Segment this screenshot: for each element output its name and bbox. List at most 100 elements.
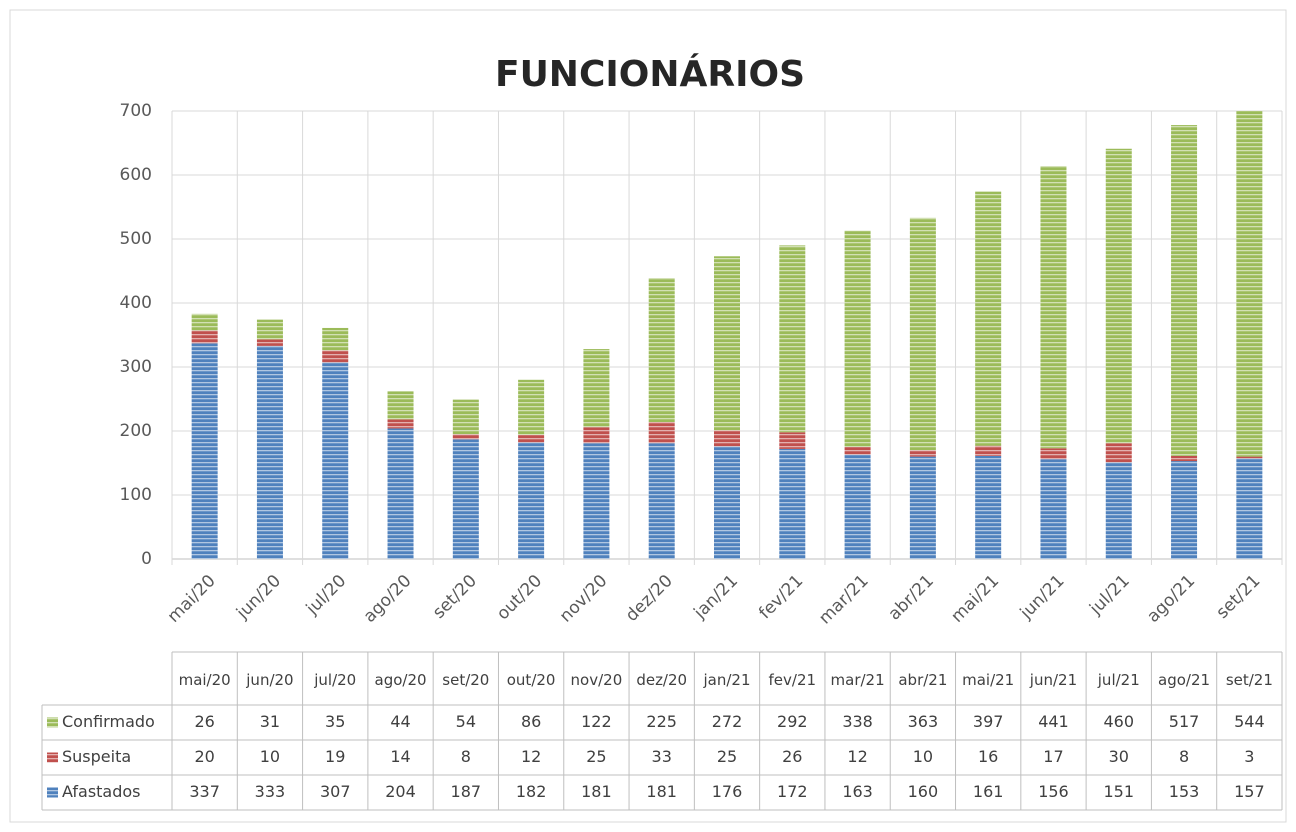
- table-value: 31: [260, 712, 280, 731]
- bar-segment: [452, 434, 479, 440]
- table-header: jul/20: [313, 671, 356, 689]
- bar-segment: [648, 278, 675, 423]
- y-tick-label: 400: [120, 293, 152, 313]
- table-value: 272: [712, 712, 743, 731]
- table-value: 176: [712, 782, 743, 801]
- bar-segment: [714, 256, 740, 431]
- bar-segment: [1040, 459, 1067, 559]
- table-value: 30: [1109, 747, 1129, 766]
- y-tick-label: 100: [120, 485, 152, 505]
- table-header: fev/21: [769, 671, 817, 689]
- bar-segment: [256, 339, 283, 346]
- bar-segment: [322, 362, 349, 559]
- bar-segment: [779, 432, 806, 449]
- plot: [191, 111, 1263, 559]
- bar-segment: [779, 448, 806, 559]
- bar-segment: [191, 343, 218, 559]
- table-header: mar/21: [831, 671, 885, 689]
- table-value: 441: [1038, 712, 1069, 731]
- table-value: 25: [717, 747, 737, 766]
- table-header: set/20: [442, 671, 489, 689]
- table-value: 19: [325, 747, 345, 766]
- table-value: 153: [1169, 782, 1200, 801]
- legend-key: [47, 787, 58, 798]
- legend-label: Suspeita: [62, 747, 131, 766]
- bar-segment: [518, 379, 545, 435]
- legend-label: Afastados: [62, 782, 141, 801]
- bar-segment: [975, 191, 1002, 446]
- bar-segment: [1171, 461, 1198, 559]
- y-tick-label: 700: [120, 101, 152, 121]
- table-value: 161: [973, 782, 1004, 801]
- table-value: 517: [1169, 712, 1200, 731]
- bar-segment: [648, 443, 675, 559]
- chart-title: FUNCIONÁRIOS: [495, 53, 805, 95]
- bar-segment: [322, 350, 349, 363]
- bar-segment: [387, 419, 414, 429]
- table-value: 25: [586, 747, 606, 766]
- legend-key: [47, 717, 58, 728]
- chart-frame: [9, 9, 1287, 823]
- y-tick-label: 0: [141, 549, 152, 569]
- bar-segment: [1105, 148, 1132, 444]
- table-header: dez/20: [636, 671, 687, 689]
- table-header: mai/20: [179, 671, 231, 689]
- table-value: 12: [521, 747, 541, 766]
- bar-segment: [191, 313, 218, 331]
- table-value: 181: [646, 782, 677, 801]
- bar-segment: [191, 330, 218, 344]
- legend-key: [47, 752, 58, 763]
- table-value: 397: [973, 712, 1004, 731]
- table-value: 337: [189, 782, 220, 801]
- bar-segment: [1236, 458, 1263, 559]
- bar-segment: [1236, 111, 1263, 457]
- table-value: 16: [978, 747, 998, 766]
- table-value: 26: [194, 712, 214, 731]
- table-value: 156: [1038, 782, 1069, 801]
- legend-label: Confirmado: [62, 712, 155, 731]
- table-header: jan/21: [702, 671, 750, 689]
- bar-segment: [975, 455, 1002, 559]
- table-value: 181: [581, 782, 612, 801]
- table-value: 151: [1103, 782, 1134, 801]
- table-header: ago/20: [375, 671, 427, 689]
- table-header: jun/21: [1029, 671, 1077, 689]
- table-value: 54: [456, 712, 476, 731]
- table-value: 10: [260, 747, 280, 766]
- table-value: 17: [1043, 747, 1063, 766]
- table-value: 44: [390, 712, 410, 731]
- y-tick-label: 500: [120, 229, 152, 249]
- bar-segment: [909, 456, 936, 559]
- table-value: 122: [581, 712, 612, 731]
- table-header: nov/20: [571, 671, 623, 689]
- table-header: abr/21: [898, 671, 947, 689]
- bar-segment: [1105, 443, 1132, 463]
- table-value: 182: [516, 782, 547, 801]
- table-value: 8: [1179, 747, 1189, 766]
- y-tick-label: 600: [120, 165, 152, 185]
- bar-segment: [387, 391, 414, 420]
- table-value: 225: [646, 712, 677, 731]
- table-header: set/21: [1226, 671, 1273, 689]
- table-value: 460: [1103, 712, 1134, 731]
- table-value: 363: [908, 712, 939, 731]
- bar-segment: [648, 422, 675, 444]
- table-header: mai/21: [962, 671, 1014, 689]
- bar-segment: [909, 450, 936, 457]
- table-value: 163: [842, 782, 873, 801]
- table-value: 544: [1234, 712, 1265, 731]
- table-value: 187: [451, 782, 482, 801]
- table-value: 333: [255, 782, 286, 801]
- bar-segment: [844, 230, 871, 447]
- table-value: 86: [521, 712, 541, 731]
- bar-segment: [1236, 456, 1263, 459]
- table-value: 157: [1234, 782, 1265, 801]
- bar-segment: [518, 434, 545, 443]
- bar-segment: [452, 439, 479, 559]
- bar-segment: [844, 447, 871, 455]
- table-value: 172: [777, 782, 808, 801]
- bar-segment: [1171, 125, 1198, 456]
- y-tick-label: 300: [120, 357, 152, 377]
- bar-segment: [1040, 166, 1067, 449]
